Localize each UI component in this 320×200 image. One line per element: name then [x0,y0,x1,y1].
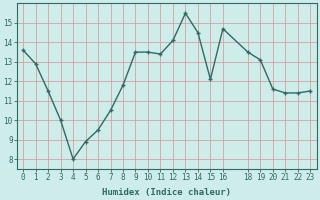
X-axis label: Humidex (Indice chaleur): Humidex (Indice chaleur) [102,188,231,197]
